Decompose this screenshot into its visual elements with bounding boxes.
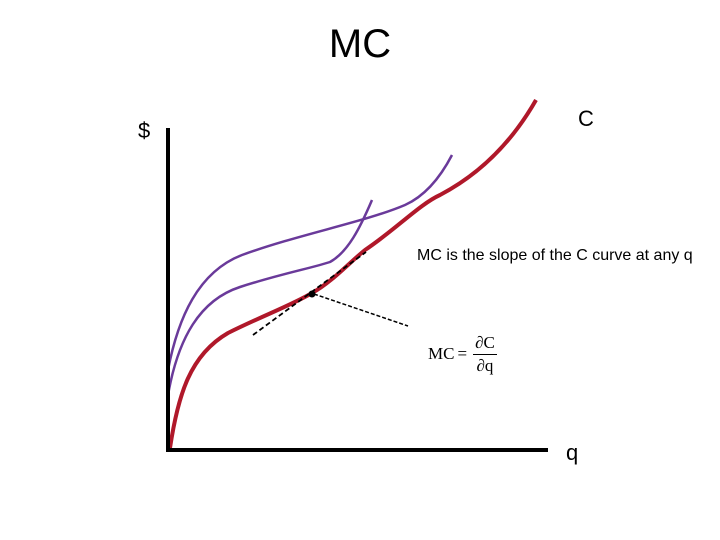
formula-numerator: ∂C: [473, 333, 497, 355]
tangent-line: [252, 251, 367, 336]
alt-cost-curve-3: [168, 99, 538, 449]
formula-fraction: ∂C ∂q: [473, 333, 497, 376]
pointer-line: [313, 293, 409, 327]
tangent-point: [308, 290, 316, 298]
x-axis-label: q: [566, 440, 579, 465]
alt-cost-curve-1: [166, 154, 454, 371]
alt-cost-curve-2: [166, 199, 374, 396]
formula-equals: =: [457, 344, 468, 363]
y-axis-label: $: [138, 118, 151, 143]
slide-title: MC: [328, 22, 392, 66]
slope-note: MC is the slope of the C curve at any q: [417, 247, 693, 264]
cost-curve-label: C: [578, 106, 594, 131]
formula-lhs: MC: [428, 344, 455, 363]
mc-formula: MC = ∂C ∂q: [428, 328, 497, 380]
formula-denominator: ∂q: [476, 355, 494, 375]
cost-curve-c: [168, 99, 538, 449]
